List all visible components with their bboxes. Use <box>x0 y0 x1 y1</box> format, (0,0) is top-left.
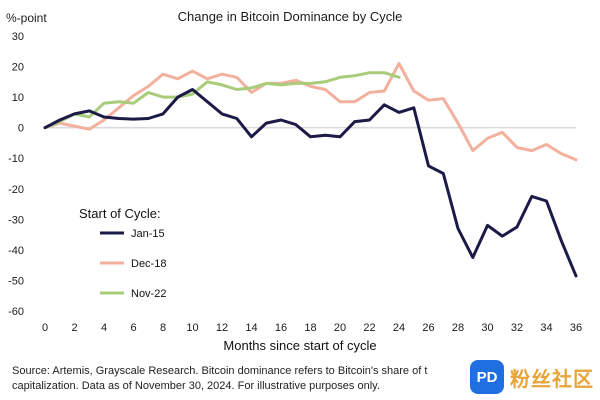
x-tick-label: 20 <box>334 322 346 334</box>
x-tick-label: 8 <box>160 322 166 334</box>
x-tick-label: 10 <box>186 322 198 334</box>
x-tick-label: 18 <box>304 322 316 334</box>
legend-title: Start of Cycle: <box>79 206 161 221</box>
y-tick-label: -30 <box>8 214 24 226</box>
series-line-nov-22 <box>43 71 401 130</box>
x-tick-label: 26 <box>422 322 434 334</box>
x-tick-label: 24 <box>393 322 405 334</box>
x-tick-label: 36 <box>570 322 582 334</box>
y-tick-label: -20 <box>8 184 24 196</box>
source-note: Source: Artemis, Grayscale Research. Bit… <box>12 365 428 392</box>
x-tick-label: 32 <box>511 322 523 334</box>
bitcoin-dominance-chart: Change in Bitcoin Dominance by Cycle %-p… <box>6 9 582 353</box>
x-axis-ticks: 0 2 4 6 8 10 12 14 16 18 20 22 24 26 28 30 32 34 36 <box>42 322 582 334</box>
y-tick-label: 0 <box>18 123 24 135</box>
x-tick-label: 14 <box>245 322 257 334</box>
y-tick-label: 10 <box>12 92 24 104</box>
x-tick-label: 30 <box>481 322 493 334</box>
y-tick-label: -50 <box>8 275 24 287</box>
y-tick-label: 30 <box>12 31 24 43</box>
y-tick-label: -10 <box>8 153 24 165</box>
x-axis-label: Months since start of cycle <box>223 338 376 353</box>
x-tick-label: 4 <box>101 322 107 334</box>
y-axis-ticks: 30 20 10 0 -10 -20 -30 -40 -50 -60 <box>8 31 24 318</box>
x-tick-label: 6 <box>130 322 136 334</box>
x-tick-label: 0 <box>42 322 48 334</box>
legend-label: Jan-15 <box>131 228 165 240</box>
x-tick-label: 2 <box>71 322 77 334</box>
series-line-dec-18 <box>43 62 578 162</box>
x-tick-label: 28 <box>452 322 464 334</box>
y-tick-label: -60 <box>8 306 24 318</box>
x-tick-label: 16 <box>275 322 287 334</box>
y-tick-label: -40 <box>8 245 24 257</box>
watermark-logo-icon: PD <box>470 360 504 394</box>
chart-legend: Start of Cycle: Jan-15 Dec-18 Nov-22 <box>79 206 166 300</box>
legend-label: Dec-18 <box>131 258 166 270</box>
legend-label: Nov-22 <box>131 288 166 300</box>
y-unit-label: %-point <box>6 11 47 25</box>
x-tick-label: 12 <box>216 322 228 334</box>
x-tick-label: 34 <box>540 322 552 334</box>
chart-series <box>43 62 578 278</box>
watermark-text: 粉丝社区 <box>510 368 594 391</box>
chart-title: Change in Bitcoin Dominance by Cycle <box>178 9 403 24</box>
watermark: PD 粉丝社区 <box>470 358 598 396</box>
x-tick-label: 22 <box>363 322 375 334</box>
y-tick-label: 20 <box>12 62 24 74</box>
series-line-jan-15 <box>43 88 578 278</box>
